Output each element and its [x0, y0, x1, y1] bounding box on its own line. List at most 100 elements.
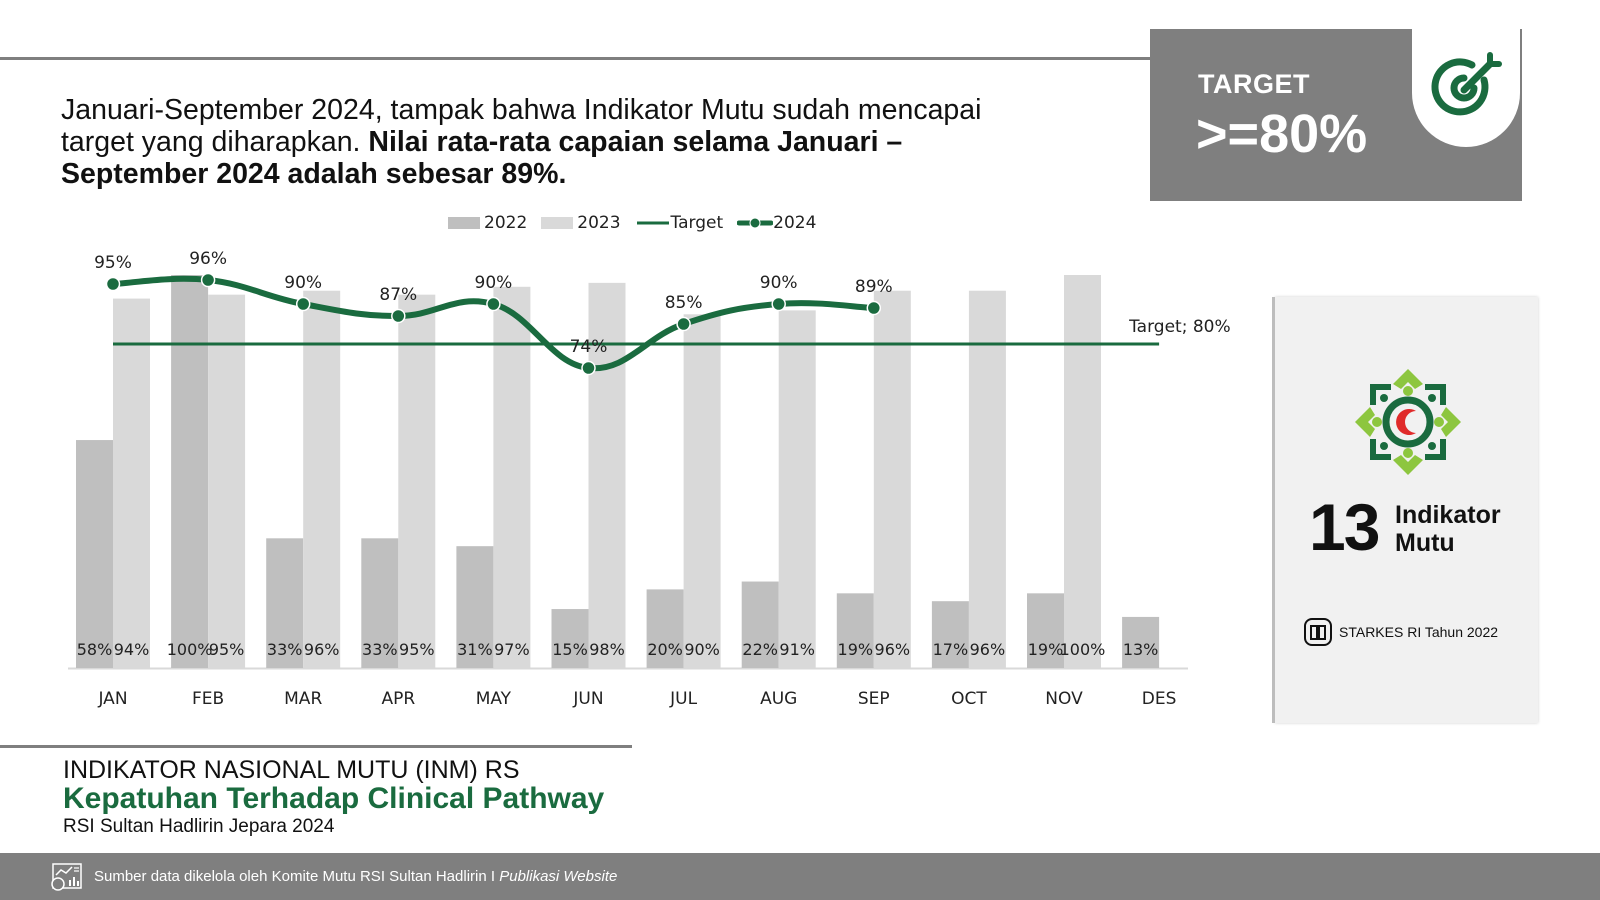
- bar-2023-may: [493, 286, 531, 668]
- bar-2023-apr: [398, 294, 436, 668]
- legend-swatch-2024: [737, 217, 774, 229]
- data-label-2022-jan: 58%: [77, 640, 113, 659]
- data-label-2022-sep: 19%: [838, 640, 874, 659]
- target-icon-badge: [1412, 29, 1520, 147]
- data-label-2024-jul: 85%: [665, 293, 703, 313]
- bar-2023-mar: [303, 290, 341, 668]
- legend-item-2022: 2022: [448, 213, 527, 233]
- legend-item-2023: 2023: [541, 213, 621, 233]
- legend-swatch-target: [636, 221, 669, 225]
- bar-2022-jun: [551, 609, 589, 668]
- x-tick-label-feb: FEB: [192, 689, 224, 709]
- indicator-summary-card: 13 Indikator Mutu STARKES RI Tahun 2022: [1275, 297, 1538, 723]
- bar-2023-feb: [208, 294, 246, 668]
- legend-swatch-2023: [541, 217, 574, 229]
- bar-2023-jan: [113, 298, 150, 668]
- data-label-2023-mar: 96%: [304, 640, 340, 659]
- bar-2022-feb: [171, 275, 209, 668]
- data-label-2022-mar: 33%: [267, 640, 303, 659]
- reference: STARKES RI Tahun 2022: [1303, 617, 1498, 647]
- bar-2022-aug: [741, 581, 779, 668]
- bar-2023-jul: [683, 314, 721, 668]
- x-tick-label-oct: OCT: [951, 689, 987, 709]
- data-label-2024-jan: 95%: [94, 253, 132, 273]
- target-panel: TARGET >=80%: [1150, 29, 1542, 201]
- legend-swatch-2022: [448, 217, 480, 229]
- x-tick-label-jul: JUL: [669, 689, 697, 709]
- marker-2024-sep: [866, 300, 882, 316]
- legend-item-2024: 2024: [737, 213, 816, 233]
- data-label-2022-nov: 19%: [1028, 640, 1064, 659]
- data-label-2023-jan: 94%: [114, 640, 150, 659]
- data-label-2024-apr: 87%: [379, 285, 417, 305]
- bar-2022-des: [1122, 616, 1160, 668]
- bar-2022-apr: [361, 538, 399, 668]
- footer-source-text: Sumber data dikelola oleh Komite Mutu RS…: [94, 868, 500, 885]
- hospital-logo: [1355, 369, 1461, 475]
- bar-2023-jun: [588, 282, 626, 668]
- caption-title: INDIKATOR NASIONAL MUTU (INM) RS: [63, 756, 520, 784]
- x-tick-label-may: MAY: [476, 689, 512, 709]
- indicator-count: 13: [1309, 490, 1380, 564]
- bar-2023-oct: [968, 290, 1006, 668]
- legend-label-2023: 2023: [577, 213, 621, 233]
- data-label-2022-des: 13%: [1123, 640, 1159, 659]
- bar-2023-sep: [873, 290, 911, 668]
- x-tick-label-des: DES: [1142, 689, 1177, 709]
- bar-2022-sep: [836, 593, 874, 668]
- x-tick-label-nov: NOV: [1045, 689, 1083, 709]
- chart-legend: 2022 2023 Target 2024: [448, 213, 830, 233]
- data-label-2022-oct: 17%: [933, 640, 969, 659]
- analytics-report-icon: [51, 862, 82, 891]
- data-label-2022-aug: 22%: [742, 640, 778, 659]
- data-label-2022-feb: 100%: [167, 640, 213, 659]
- data-label-2023-jul: 90%: [684, 640, 720, 659]
- x-tick-label-apr: APR: [381, 689, 415, 709]
- x-tick-label-aug: AUG: [760, 689, 797, 709]
- target-annotation: Target; 80%: [1128, 317, 1231, 337]
- legend-label-2024: 2024: [773, 213, 817, 233]
- data-label-2023-nov: 100%: [1060, 640, 1106, 659]
- data-label-2023-aug: 91%: [779, 640, 815, 659]
- marker-2024-jul: [676, 316, 691, 332]
- caption-organization: RSI Sultan Hadlirin Jepara 2024: [63, 816, 335, 837]
- bar-2022-oct: [931, 601, 969, 668]
- headline-summary: Januari-September 2024, tampak bahwa Ind…: [61, 94, 1021, 190]
- data-label-2024-jun: 74%: [570, 337, 608, 357]
- data-label-2022-may: 31%: [457, 640, 493, 659]
- marker-2024-aug: [771, 296, 786, 312]
- data-label-2024-mar: 90%: [284, 273, 322, 293]
- marker-2024-mar: [295, 296, 311, 312]
- legend-item-target: Target: [635, 213, 724, 233]
- indicator-count-label: Indikator Mutu: [1395, 501, 1501, 557]
- footer-bar: Sumber data dikelola oleh Komite Mutu RS…: [0, 853, 1600, 900]
- data-label-2024-feb: 96%: [189, 249, 227, 269]
- marker-2024-apr: [391, 308, 406, 324]
- data-label-2023-apr: 95%: [399, 640, 435, 659]
- data-label-2023-oct: 96%: [970, 640, 1006, 659]
- x-tick-label-sep: SEP: [858, 689, 890, 709]
- bar-2022-jul: [646, 589, 684, 668]
- book-icon: [1304, 618, 1332, 646]
- data-label-2024-may: 90%: [475, 273, 513, 293]
- footer-text: Sumber data dikelola oleh Komite Mutu RS…: [94, 868, 617, 885]
- legend-label-target: Target: [670, 213, 724, 233]
- marker-2024-feb: [200, 272, 216, 288]
- bar-2022-mar: [266, 538, 304, 668]
- caption-subtitle: Kepatuhan Terhadap Clinical Pathway: [63, 782, 605, 815]
- bar-2022-jan: [76, 440, 113, 668]
- reference-text: STARKES RI Tahun 2022: [1339, 624, 1499, 640]
- bar-2022-may: [456, 546, 494, 668]
- headline-normal-text: Januari-September 2024, tampak bahwa Ind…: [61, 94, 982, 158]
- marker-2024-jun: [581, 360, 596, 376]
- indicator-label-line2: Mutu: [1395, 529, 1455, 557]
- x-tick-label-mar: MAR: [284, 689, 322, 709]
- x-tick-label-jan: JAN: [97, 689, 127, 709]
- data-label-2023-jun: 98%: [589, 640, 625, 659]
- data-label-2023-may: 97%: [494, 640, 530, 659]
- footer-italic-text: Publikasi Website: [499, 868, 618, 885]
- data-label-2023-feb: 95%: [209, 640, 245, 659]
- headline-bold-text: Nilai rata-rata capaian selama Januari –…: [61, 126, 903, 190]
- data-label-2024-aug: 90%: [760, 273, 798, 293]
